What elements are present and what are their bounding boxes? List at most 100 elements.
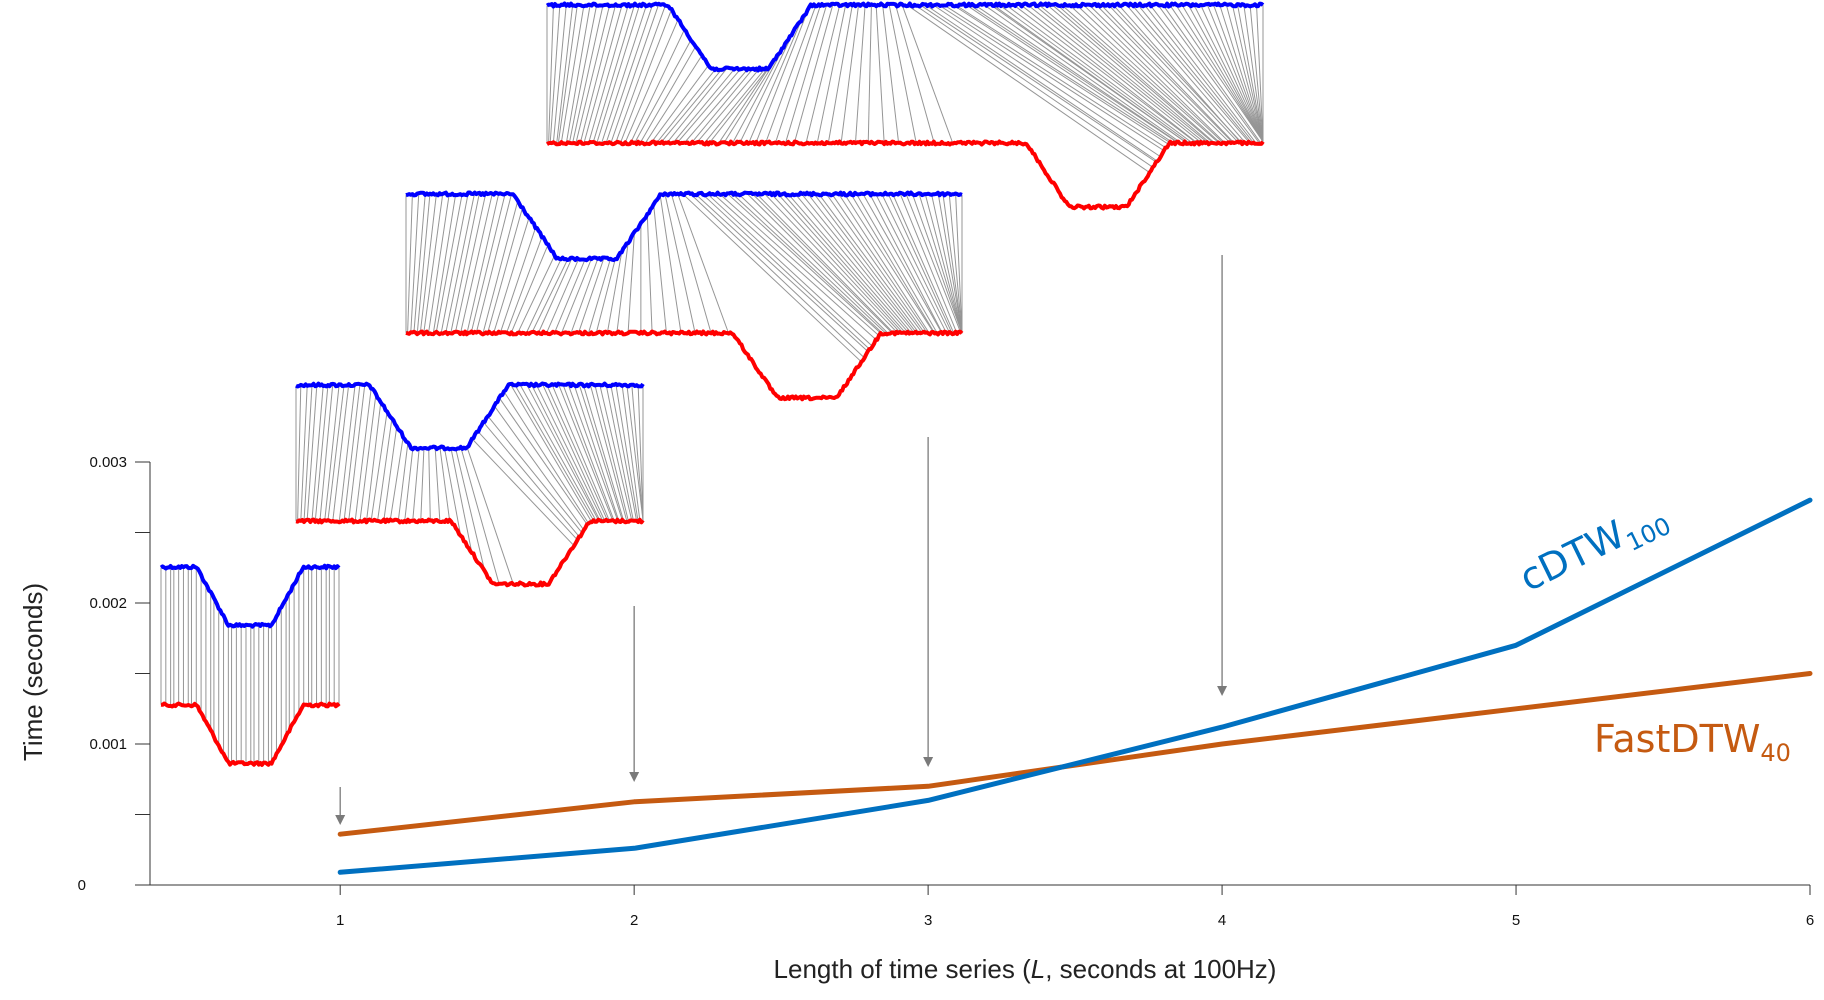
warping-link: [970, 5, 1177, 143]
warping-link: [745, 192, 889, 335]
warping-link: [440, 192, 469, 334]
warping-link: [621, 385, 641, 520]
warping-link: [482, 421, 580, 537]
warping-link: [1045, 3, 1211, 144]
warping-link: [416, 193, 431, 335]
warping-link: [739, 26, 797, 142]
warping-link: [560, 6, 585, 143]
warping-link: [572, 5, 604, 144]
warping-link: [423, 193, 444, 335]
warping-link: [1000, 5, 1192, 145]
warping-link: [1101, 5, 1235, 144]
warping-link: [707, 194, 873, 347]
warping-link: [937, 192, 963, 334]
warping-link: [920, 5, 1157, 163]
warping-link: [605, 385, 634, 521]
warping-link: [806, 192, 917, 333]
warping-link: [733, 194, 885, 335]
warping-link: [580, 4, 617, 142]
x-tick-label: 5: [1512, 912, 1520, 929]
query-series-blue: [159, 563, 341, 629]
warping-link: [816, 3, 847, 144]
warping-link: [955, 193, 963, 334]
warping-link: [696, 194, 869, 352]
warping-link: [477, 431, 578, 541]
warping-link: [546, 385, 609, 522]
warping-link: [519, 384, 598, 522]
warping-link: [769, 192, 901, 333]
warping-link: [482, 200, 519, 335]
warping-link: [552, 5, 567, 143]
warping-link: [605, 4, 653, 144]
warping-link: [805, 5, 840, 144]
warping-link: [1118, 5, 1243, 145]
warping-link: [568, 5, 598, 144]
warping-link: [634, 40, 692, 143]
warping-link: [499, 228, 536, 334]
warping-link: [459, 193, 493, 335]
warping-links: [546, 3, 1264, 173]
warping-links: [160, 566, 340, 765]
candidate-series-red: [295, 517, 645, 588]
alignment-inset-3s: [405, 190, 964, 402]
warping-link: [434, 446, 441, 522]
warping-link: [677, 68, 741, 143]
warping-link: [899, 192, 958, 335]
warping-link: [1107, 3, 1238, 142]
warping-link: [450, 448, 473, 554]
warping-link: [1163, 5, 1262, 145]
warping-link: [1026, 3, 1203, 144]
warping-link: [583, 4, 623, 145]
warping-link: [776, 192, 904, 334]
warping-link: [912, 194, 963, 334]
warping-link: [626, 385, 644, 521]
series-line-cdtw: [337, 497, 1813, 875]
warping-link: [825, 193, 925, 333]
warping-link: [894, 4, 935, 142]
warping-link: [875, 6, 885, 145]
y-tick-label: 0.003: [89, 454, 127, 471]
warping-link: [556, 5, 574, 145]
warping-link: [311, 385, 324, 521]
warping-link: [560, 258, 592, 335]
warping-link: [575, 6, 610, 144]
warping-link: [319, 383, 334, 521]
warping-link: [1051, 4, 1214, 144]
warping-link: [624, 19, 679, 143]
warping-link: [827, 5, 853, 144]
warping-link: [627, 231, 635, 334]
warping-link: [348, 384, 366, 521]
warping-link: [1069, 4, 1222, 145]
warping-link: [306, 385, 318, 520]
chart-axes: 1 2 3 4 5 6 0 0.001 0.002 0.003: [78, 454, 1815, 929]
warping-link: [892, 195, 955, 334]
warping-link: [660, 69, 722, 144]
warping-link: [517, 255, 556, 334]
warping-link: [832, 194, 928, 333]
warping-link: [1256, 6, 1264, 142]
warping-link: [1225, 4, 1264, 142]
warping-link: [541, 383, 606, 521]
warping-link: [714, 194, 877, 340]
warping-link: [789, 195, 909, 333]
warping-link: [813, 192, 920, 334]
warping-link: [600, 6, 647, 145]
warping-link: [487, 415, 583, 534]
warping-link: [637, 386, 644, 521]
warping-link: [752, 193, 893, 333]
warping-link: [389, 437, 404, 520]
warping-link: [1082, 3, 1227, 145]
warping-link: [525, 259, 562, 335]
warping-link: [412, 448, 420, 521]
warping-link: [683, 194, 862, 363]
warping-link: [944, 5, 1166, 148]
warping-link: [466, 447, 514, 585]
pointer-arrow-head: [629, 772, 640, 782]
warping-link: [554, 259, 586, 333]
warping-link: [677, 193, 730, 334]
warping-link: [535, 383, 604, 522]
warping-link: [1249, 6, 1264, 142]
warping-link: [410, 193, 420, 333]
warping-link: [862, 193, 942, 333]
warping-link: [503, 391, 590, 524]
